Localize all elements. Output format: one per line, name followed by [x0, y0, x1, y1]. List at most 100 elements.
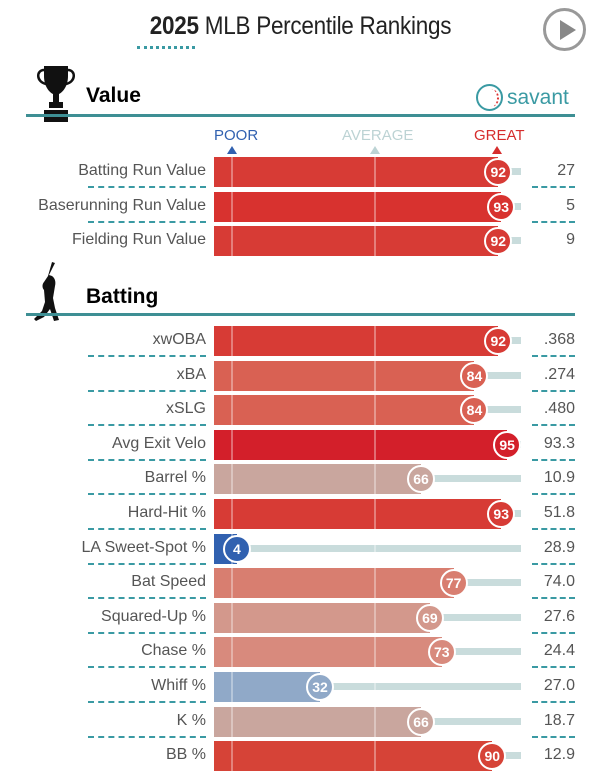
metric-row[interactable]: Squared-Up % 69 27.6: [0, 601, 601, 635]
row-divider: [88, 389, 206, 392]
metric-row[interactable]: Barrel % 66 10.9: [0, 462, 601, 496]
percentile-bar: [214, 191, 502, 222]
batter-icon: [34, 262, 59, 321]
average-gridline: [374, 637, 376, 668]
percentile-bar: [214, 568, 454, 599]
metric-label: xBA: [176, 365, 206, 383]
metric-row[interactable]: Chase % 73 24.4: [0, 635, 601, 669]
metric-row[interactable]: Bat Speed 77 74.0: [0, 566, 601, 600]
row-divider: [88, 631, 206, 634]
savant-logo[interactable]: savant: [476, 84, 569, 111]
metric-value: 10.9: [543, 469, 575, 487]
percentile-badge: 66: [407, 707, 436, 736]
average-gridline: [374, 533, 376, 564]
metric-row[interactable]: BB % 90 12.9: [0, 739, 601, 773]
metric-row[interactable]: xSLG 84 .480: [0, 393, 601, 427]
percentile-bar: [214, 706, 422, 737]
percentile-badge: 4: [222, 534, 251, 563]
brand-text: savant: [507, 85, 569, 109]
section-title-batting: Batting: [86, 285, 159, 308]
poor-gridline: [231, 226, 233, 257]
poor-gridline: [231, 157, 233, 187]
metric-label: xSLG: [165, 400, 206, 418]
percentile-bar: [214, 326, 499, 356]
percentile-track: [236, 544, 521, 552]
metric-row[interactable]: Batting Run Value 92 27: [0, 155, 601, 189]
percentile-badge: 69: [415, 603, 444, 632]
metric-row[interactable]: Hard-Hit % 93 51.8: [0, 497, 601, 531]
average-gridline: [374, 464, 376, 495]
baseball-icon: [476, 84, 503, 111]
percentile-track: [474, 371, 521, 379]
percentile-bar: [214, 602, 430, 633]
percentile-track: [320, 683, 521, 690]
average-gridline: [374, 602, 376, 633]
poor-gridline: [231, 741, 233, 772]
percentile-bar: [214, 637, 442, 668]
poor-gridline: [231, 191, 233, 222]
row-divider: [532, 666, 575, 669]
percentile-badge: 66: [407, 465, 436, 494]
average-gridline: [374, 672, 376, 702]
metric-row[interactable]: K % 66 18.7: [0, 705, 601, 739]
row-divider: [532, 562, 575, 565]
metric-value: 27.6: [543, 607, 575, 625]
metric-value: 74.0: [543, 573, 575, 591]
percentile-track: [421, 475, 521, 483]
great-marker-icon: [492, 146, 502, 154]
percentile-badge: 92: [484, 158, 513, 186]
metric-label: Batting Run Value: [78, 162, 206, 179]
percentile-badge: 77: [439, 569, 468, 598]
row-divider: [88, 424, 206, 427]
percentile-badge: 84: [460, 396, 489, 425]
metric-row[interactable]: Whiff % 32 27.0: [0, 670, 601, 704]
average-gridline: [374, 706, 376, 737]
percentile-badge: 95: [493, 430, 522, 459]
metric-label: xwOBA: [152, 331, 206, 348]
percentile-track: [441, 648, 521, 656]
average-gridline: [374, 499, 376, 529]
poor-gridline: [231, 602, 233, 633]
metric-row[interactable]: Baserunning Run Value 93 5: [0, 190, 601, 224]
metric-label: K %: [176, 711, 206, 729]
row-divider: [88, 597, 206, 600]
percentile-bar: [214, 672, 321, 702]
metric-row[interactable]: Avg Exit Velo 95 93.3: [0, 428, 601, 462]
percentile-badge: 73: [427, 638, 456, 667]
percentile-badge: 92: [484, 227, 513, 256]
row-divider: [532, 186, 575, 188]
metric-label: Hard-Hit %: [127, 504, 206, 521]
row-divider: [532, 631, 575, 634]
metric-row[interactable]: LA Sweet-Spot % 4 28.9: [0, 532, 601, 566]
average-gridline: [374, 568, 376, 599]
row-divider: [532, 528, 575, 530]
play-button[interactable]: [543, 8, 586, 51]
axis-great-label: GREAT: [474, 127, 525, 144]
metric-label: Whiff %: [151, 677, 206, 694]
percentile-bar: [214, 226, 499, 257]
row-divider: [532, 424, 575, 427]
row-divider: [532, 389, 575, 392]
row-divider: [532, 597, 575, 600]
metric-row[interactable]: xBA 84 .274: [0, 359, 601, 393]
metric-label: Squared-Up %: [101, 607, 206, 625]
metric-row[interactable]: xwOBA 92 .368: [0, 324, 601, 358]
metric-value: .368: [543, 331, 575, 348]
section-divider: [26, 313, 575, 316]
row-divider: [88, 220, 206, 223]
row-divider: [88, 493, 206, 496]
row-divider: [88, 666, 206, 669]
metric-label: BB %: [165, 746, 206, 764]
metric-label: Bat Speed: [131, 573, 206, 591]
average-gridline: [374, 360, 376, 391]
metric-value: 5: [566, 196, 575, 214]
metric-row[interactable]: Fielding Run Value 92 9: [0, 224, 601, 258]
metric-value: 18.7: [543, 711, 575, 729]
poor-gridline: [231, 429, 233, 460]
percentile-badge: 84: [460, 361, 489, 390]
poor-gridline: [231, 360, 233, 391]
metric-value: 51.8: [543, 504, 575, 521]
metric-label: Avg Exit Velo: [112, 434, 206, 452]
axis-average-label: AVERAGE: [342, 127, 414, 144]
section-divider: [26, 114, 575, 117]
